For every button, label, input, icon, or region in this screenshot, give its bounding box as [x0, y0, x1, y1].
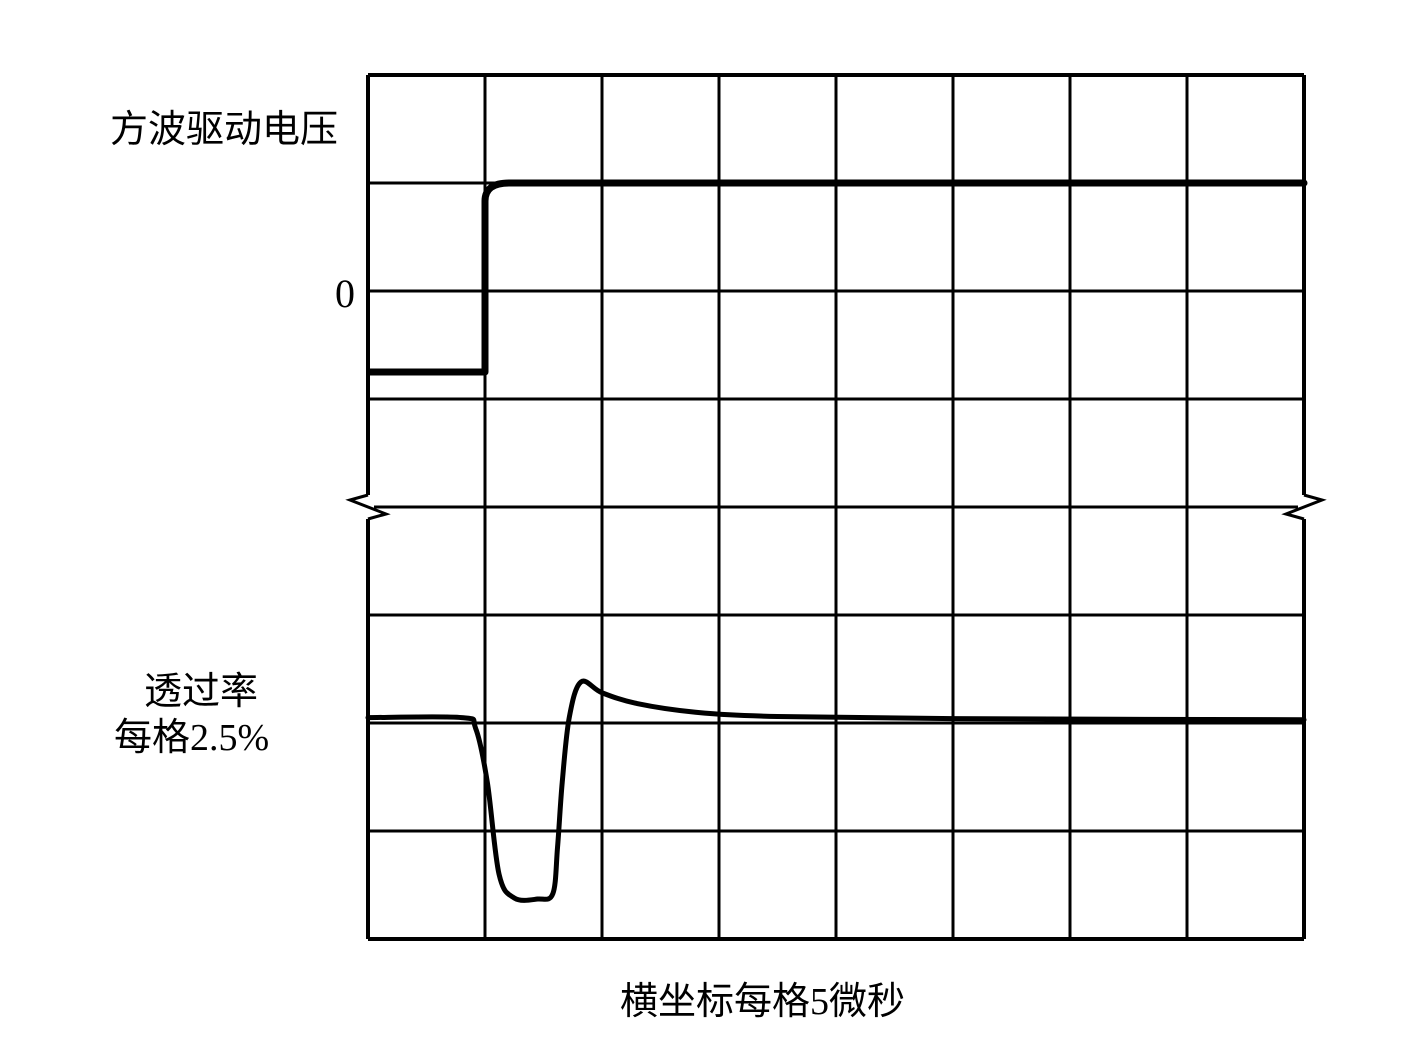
label-zero: 0 [335, 270, 355, 317]
chart-canvas: 方波驱动电压 0 透过率 每格2.5% 横坐标每格5微秒 [0, 0, 1412, 1040]
label-drive-voltage: 方波驱动电压 [110, 98, 338, 153]
label-x-axis: 横坐标每格5微秒 [620, 970, 905, 1025]
label-transmittance-l2: 每格2.5% [114, 706, 269, 761]
chart-svg [0, 0, 1412, 1040]
